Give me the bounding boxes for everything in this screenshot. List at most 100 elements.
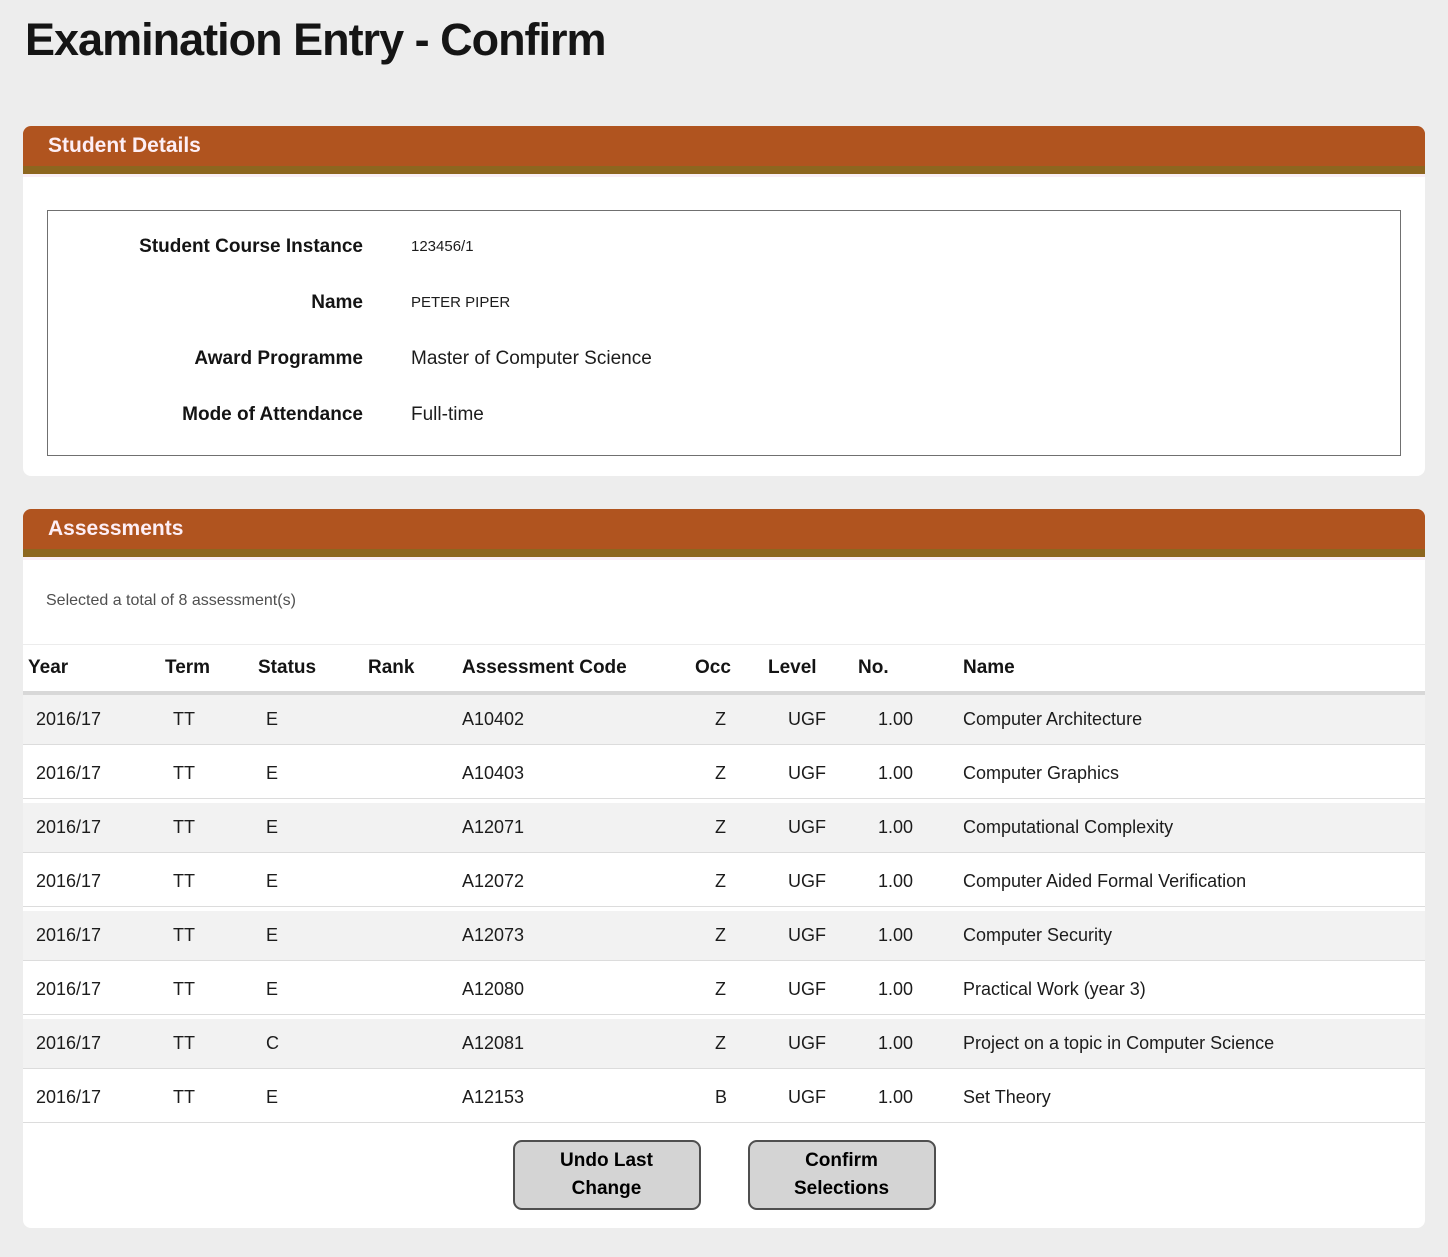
cell-assessment-code: A12153 <box>457 1068 690 1123</box>
cell-term: TT <box>160 1068 253 1123</box>
cell-term: TT <box>160 694 253 745</box>
assessments-table: Year Term Status Rank Assessment Code Oc… <box>23 643 1425 1123</box>
cell-year: 2016/17 <box>23 906 160 961</box>
cell-status: E <box>253 960 363 1015</box>
cell-name: Computer Architecture <box>958 694 1425 745</box>
cell-rank <box>363 906 457 961</box>
cell-rank <box>363 694 457 745</box>
cell-occ: Z <box>690 960 763 1015</box>
cell-name: Project on a topic in Computer Science <box>958 1014 1425 1069</box>
cell-occ: B <box>690 1068 763 1123</box>
cell-assessment-code: A12081 <box>457 1014 690 1069</box>
cell-level: UGF <box>763 1014 853 1069</box>
cell-occ: Z <box>690 798 763 853</box>
cell-occ: Z <box>690 694 763 745</box>
table-row: 2016/17 TT E A12072 Z UGF 1.00 Computer … <box>23 852 1425 907</box>
table-row: 2016/17 TT E A10402 Z UGF 1.00 Computer … <box>23 694 1425 745</box>
table-row: 2016/17 TT E A12153 B UGF 1.00 Set Theor… <box>23 1068 1425 1123</box>
cell-no: 1.00 <box>853 744 958 799</box>
assessments-title: Assessments <box>48 516 184 540</box>
mode-of-attendance-value: Full-time <box>411 403 484 425</box>
cell-assessment-code: A10403 <box>457 744 690 799</box>
cell-rank <box>363 852 457 907</box>
cell-term: TT <box>160 744 253 799</box>
cell-level: UGF <box>763 906 853 961</box>
mode-of-attendance-label: Mode of Attendance <box>182 403 363 425</box>
cell-name: Computational Complexity <box>958 798 1425 853</box>
column-header-year: Year <box>23 643 160 695</box>
mode-of-attendance-row: Mode of Attendance Full-time <box>48 387 1400 443</box>
table-row: 2016/17 TT E A12071 Z UGF 1.00 Computati… <box>23 798 1425 853</box>
cell-term: TT <box>160 906 253 961</box>
cell-status: E <box>253 798 363 853</box>
cell-name: Computer Security <box>958 906 1425 961</box>
column-header-no: No. <box>853 643 958 695</box>
cell-occ: Z <box>690 1014 763 1069</box>
name-label: Name <box>311 291 363 313</box>
cell-rank <box>363 744 457 799</box>
cell-year: 2016/17 <box>23 798 160 853</box>
name-row: Name PETER PIPER <box>48 275 1400 331</box>
cell-no: 1.00 <box>853 960 958 1015</box>
assessments-header: Assessments <box>23 508 1425 557</box>
student-details-title: Student Details <box>48 133 201 157</box>
button-row: Undo Last Change Confirm Selections <box>23 1139 1425 1210</box>
cell-status: E <box>253 694 363 745</box>
cell-rank <box>363 1014 457 1069</box>
cell-level: UGF <box>763 798 853 853</box>
cell-name: Computer Aided Formal Verification <box>958 852 1425 907</box>
column-header-rank: Rank <box>363 643 457 695</box>
cell-name: Set Theory <box>958 1068 1425 1123</box>
student-course-instance-row: Student Course Instance 123456/1 <box>48 219 1400 275</box>
column-header-status: Status <box>253 643 363 695</box>
confirm-selections-button[interactable]: Confirm Selections <box>747 1139 936 1210</box>
cell-assessment-code: A12073 <box>457 906 690 961</box>
cell-assessment-code: A10402 <box>457 694 690 745</box>
cell-status: E <box>253 744 363 799</box>
table-row: 2016/17 TT E A10403 Z UGF 1.00 Computer … <box>23 744 1425 799</box>
cell-occ: Z <box>690 906 763 961</box>
cell-no: 1.00 <box>853 906 958 961</box>
column-header-assessment-code: Assessment Code <box>457 643 690 695</box>
cell-year: 2016/17 <box>23 744 160 799</box>
award-programme-row: Award Programme Master of Computer Scien… <box>48 331 1400 387</box>
student-details-panel: Student Details Student Course Instance … <box>23 125 1425 476</box>
cell-status: E <box>253 906 363 961</box>
name-value: PETER PIPER <box>411 294 511 312</box>
award-programme-value: Master of Computer Science <box>411 347 652 369</box>
student-course-instance-label: Student Course Instance <box>139 235 363 257</box>
page-title: Examination Entry - Confirm <box>25 14 607 65</box>
table-row: 2016/17 TT E A12073 Z UGF 1.00 Computer … <box>23 906 1425 961</box>
cell-no: 1.00 <box>853 798 958 853</box>
cell-occ: Z <box>690 852 763 907</box>
assessments-panel: Assessments Selected a total of 8 assess… <box>23 508 1425 1228</box>
cell-level: UGF <box>763 960 853 1015</box>
cell-term: TT <box>160 960 253 1015</box>
column-header-level: Level <box>763 643 853 695</box>
cell-status: E <box>253 1068 363 1123</box>
award-programme-label: Award Programme <box>194 347 363 369</box>
cell-term: TT <box>160 798 253 853</box>
student-details-box: Student Course Instance 123456/1 Name PE… <box>47 209 1401 456</box>
cell-level: UGF <box>763 852 853 907</box>
cell-assessment-code: A12080 <box>457 960 690 1015</box>
cell-year: 2016/17 <box>23 1014 160 1069</box>
column-header-name: Name <box>958 643 1425 695</box>
cell-year: 2016/17 <box>23 960 160 1015</box>
cell-rank <box>363 960 457 1015</box>
cell-level: UGF <box>763 744 853 799</box>
cell-year: 2016/17 <box>23 852 160 907</box>
cell-year: 2016/17 <box>23 1068 160 1123</box>
table-row: 2016/17 TT C A12081 Z UGF 1.00 Project o… <box>23 1014 1425 1069</box>
cell-no: 1.00 <box>853 852 958 907</box>
undo-last-change-button[interactable]: Undo Last Change <box>512 1139 701 1210</box>
table-header-row: Year Term Status Rank Assessment Code Oc… <box>23 643 1425 695</box>
assessments-body: Selected a total of 8 assessment(s) Year… <box>23 556 1425 1228</box>
cell-no: 1.00 <box>853 1068 958 1123</box>
cell-year: 2016/17 <box>23 694 160 745</box>
cell-level: UGF <box>763 1068 853 1123</box>
student-course-instance-value: 123456/1 <box>411 238 474 256</box>
student-details-body: Student Course Instance 123456/1 Name PE… <box>23 173 1425 476</box>
cell-no: 1.00 <box>853 1014 958 1069</box>
